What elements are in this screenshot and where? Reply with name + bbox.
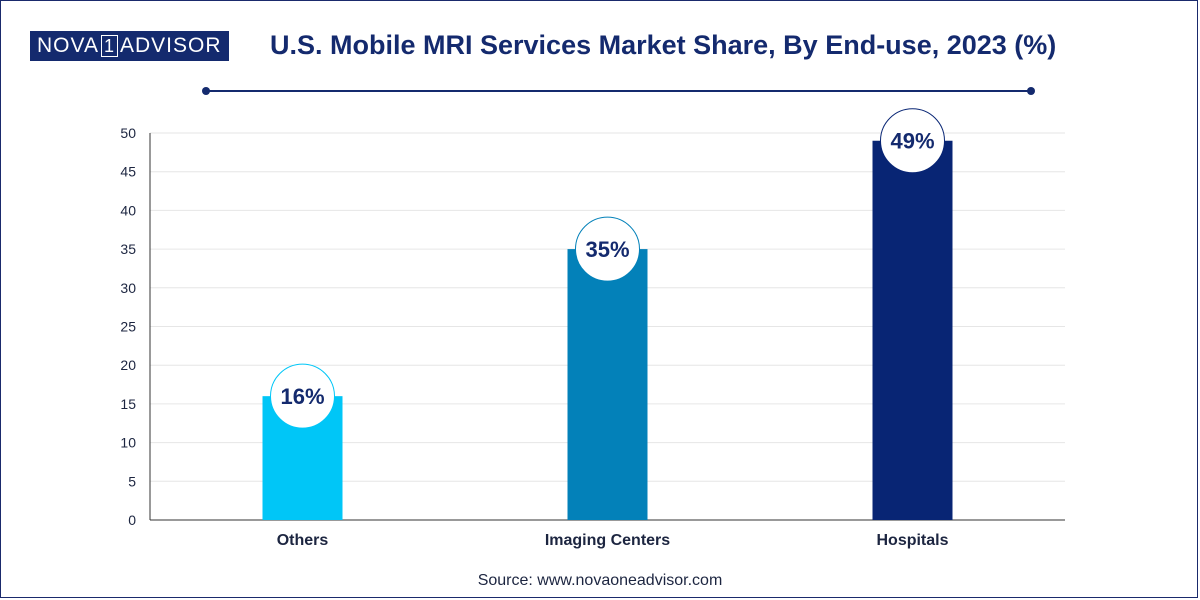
bar-hospitals (872, 140, 953, 521)
y-tick-label: 10 (120, 435, 136, 451)
y-tick-label: 20 (120, 357, 136, 373)
data-label: 35% (585, 237, 629, 262)
y-tick-label: 40 (120, 202, 136, 218)
divider-dot-left (202, 87, 210, 95)
data-label-bubble (880, 108, 945, 174)
y-tick-label: 35 (120, 241, 136, 257)
y-tick-label: 30 (120, 280, 136, 296)
title-divider (206, 90, 1031, 92)
data-label: 16% (280, 384, 324, 409)
chart-title: U.S. Mobile MRI Services Market Share, B… (270, 30, 1057, 60)
logo-text-right: ADVISOR (119, 34, 222, 57)
x-category-label: Hospitals (876, 532, 948, 549)
logo-text-left: NOVA (37, 34, 99, 57)
y-tick-label: 45 (120, 164, 136, 180)
brand-logo: NOVA 1 ADVISOR (30, 31, 229, 61)
x-category-label: Others (277, 532, 329, 549)
y-tick-label: 25 (120, 319, 136, 335)
data-label-bubble (270, 363, 335, 429)
data-label: 49% (890, 129, 934, 154)
y-tick-label: 5 (128, 473, 136, 489)
x-category-label: Imaging Centers (545, 532, 670, 549)
divider-dot-right (1027, 87, 1035, 95)
bar-imaging-centers (567, 249, 648, 520)
logo-text-one: 1 (100, 35, 118, 57)
y-tick-label: 0 (128, 512, 136, 528)
data-label-bubble (575, 216, 640, 282)
y-tick-label: 15 (120, 396, 136, 412)
source-note: Source: www.novaoneadvisor.com (477, 572, 723, 589)
y-tick-label: 50 (120, 125, 136, 141)
